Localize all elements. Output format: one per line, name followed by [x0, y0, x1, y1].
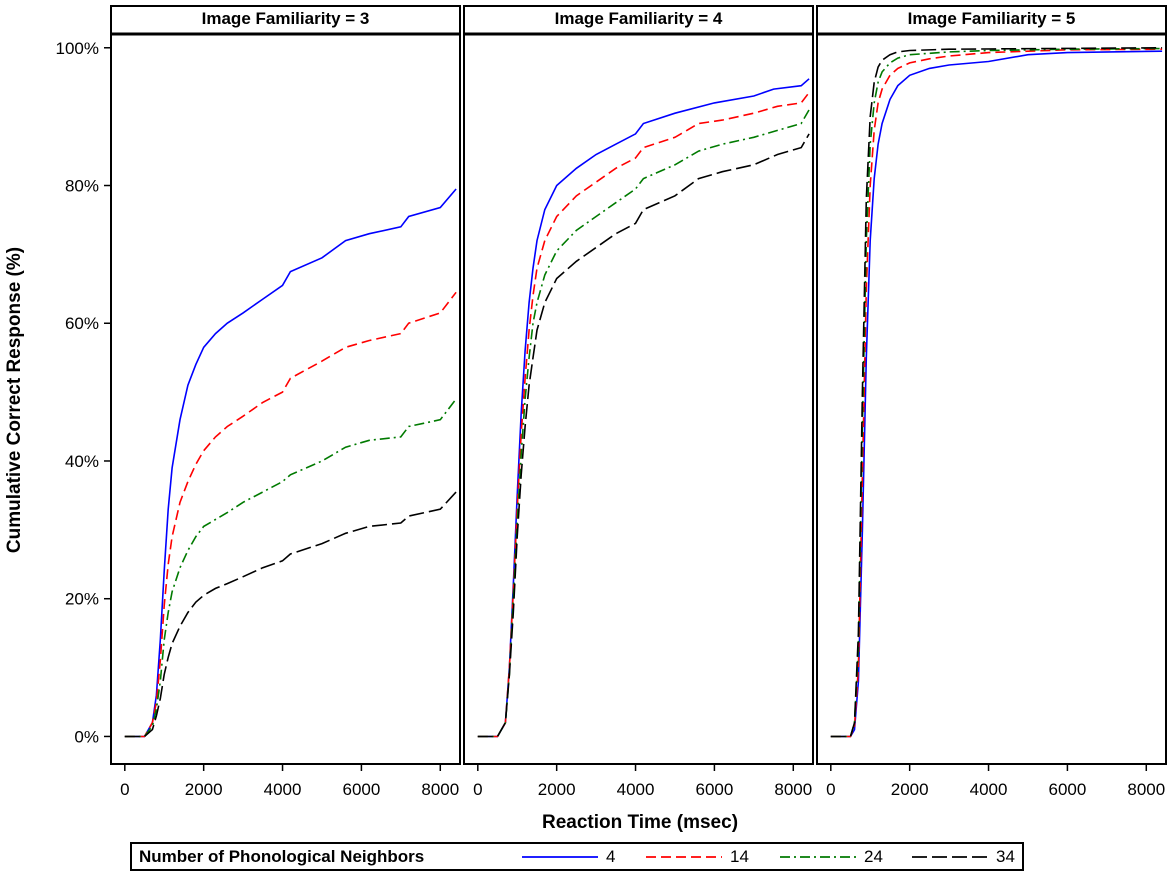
series-line-34 [124, 491, 457, 738]
x-tick-label: 6000 [342, 780, 380, 799]
x-tick-label: 0 [120, 780, 129, 799]
series-line-14 [830, 48, 1163, 738]
panels-layer: Image Familiarity = 3 0 2000 4000 6000 8000 0%… [56, 5, 1167, 799]
panel-title: Image Familiarity = 3 [202, 9, 370, 28]
legend-label-4: 4 [606, 847, 615, 866]
y-tick-label: 60% [65, 314, 99, 333]
legend: Number of Phonological Neighbors 4 14 24 34 [130, 842, 1024, 871]
panel-header [110, 5, 461, 35]
x-tick-label: 2000 [538, 780, 576, 799]
panel-header [816, 5, 1167, 35]
series-line-24 [477, 109, 810, 738]
legend-label-14: 14 [730, 847, 749, 866]
legend-label-24: 24 [864, 847, 883, 866]
y-tick-label: 40% [65, 452, 99, 471]
panel-title: Image Familiarity = 4 [555, 9, 723, 28]
series-line-4 [124, 188, 457, 738]
panel: Image Familiarity = 3 0 2000 4000 6000 8000 0%… [56, 5, 461, 799]
legend-title: Number of Phonological Neighbors [139, 847, 424, 866]
x-tick-label: 6000 [1048, 780, 1086, 799]
y-axis-title: Cumulative Correct Response (%) [4, 247, 25, 553]
x-tick-label: 2000 [891, 780, 929, 799]
x-tick-label: 6000 [695, 780, 733, 799]
y-tick-label: 20% [65, 590, 99, 609]
x-tick-label: 4000 [970, 780, 1008, 799]
x-tick-label: 4000 [264, 780, 302, 799]
x-tick-label: 8000 [421, 780, 459, 799]
legend-label-34: 34 [996, 847, 1015, 866]
series-line-14 [124, 291, 457, 738]
series-line-24 [830, 47, 1163, 738]
x-axis-title: Reaction Time (msec) [542, 812, 738, 833]
legend-entries: 4 14 24 34 [522, 847, 1015, 866]
x-tick-label: 8000 [774, 780, 812, 799]
panel: Image Familiarity = 4 0 2000 4000 6000 8000 [463, 5, 814, 799]
series-line-4 [830, 50, 1163, 738]
x-tick-label: 8000 [1127, 780, 1165, 799]
x-tick-label: 2000 [185, 780, 223, 799]
series-line-14 [477, 92, 810, 738]
x-tick-label: 4000 [617, 780, 655, 799]
y-tick-label: 80% [65, 177, 99, 196]
panel-title: Image Familiarity = 5 [908, 9, 1076, 28]
y-tick-label: 100% [56, 39, 99, 58]
series-line-34 [477, 133, 810, 738]
x-tick-label: 0 [826, 780, 835, 799]
panel: Image Familiarity = 5 0 2000 4000 6000 8000 [816, 5, 1167, 799]
panel-frame [463, 33, 814, 765]
series-line-24 [124, 398, 457, 738]
series-line-34 [830, 47, 1163, 738]
y-tick-label: 0% [74, 727, 99, 746]
x-tick-label: 0 [473, 780, 482, 799]
